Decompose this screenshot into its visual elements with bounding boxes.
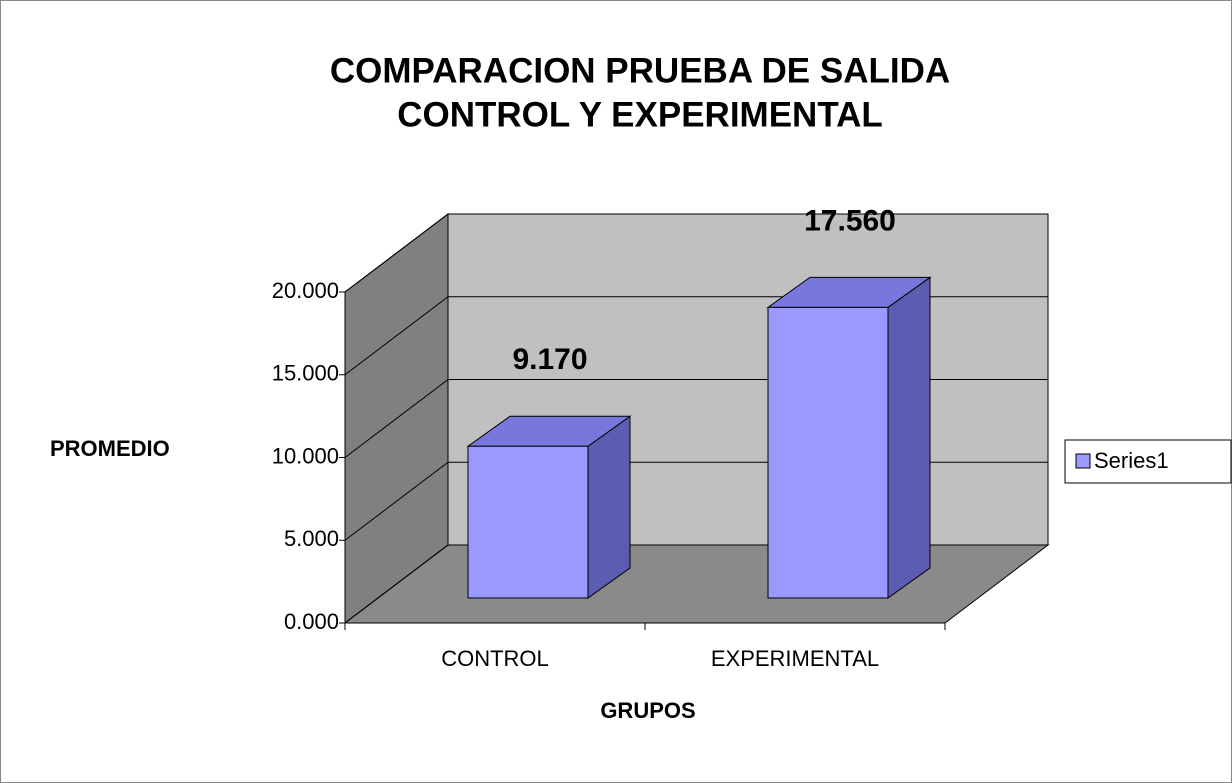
grid-line [344,213,1048,293]
bar [467,445,589,599]
y-tick-label: 20.000 [272,278,339,303]
x-axis-label: GRUPOS [600,698,695,723]
y-axis-label: PROMEDIO [50,436,170,461]
legend-swatch [1075,453,1091,469]
chart-title: CONTROL Y EXPERIMENTAL [397,95,883,134]
x-tick-label: EXPERIMENTAL [711,646,879,671]
y-tick-label: 0.000 [284,609,339,634]
bar-side [587,415,631,599]
bar [767,306,889,599]
x-tick-label: CONTROL [441,646,549,671]
y-tick-label: 5.000 [284,526,339,551]
y-tick-label: 10.000 [272,443,339,468]
bar-side [887,276,931,599]
legend-box [1064,439,1232,484]
chart-title: COMPARACION PRUEBA DE SALIDA [330,51,950,90]
data-label: 9.170 [512,343,587,376]
legend-label: Series1 [1094,448,1169,473]
floor [343,544,1050,624]
data-label: 17.560 [804,204,896,237]
y-tick-label: 15.000 [272,361,339,386]
